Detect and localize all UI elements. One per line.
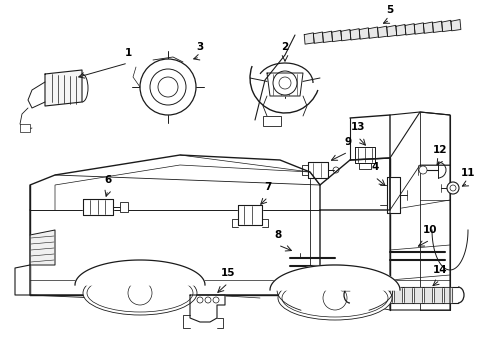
Polygon shape (83, 199, 113, 215)
Polygon shape (367, 27, 378, 38)
Polygon shape (389, 112, 449, 310)
Polygon shape (441, 20, 451, 32)
Text: 13: 13 (350, 122, 365, 132)
Circle shape (418, 166, 426, 174)
Text: 12: 12 (432, 145, 447, 155)
Bar (20, 124, 30, 132)
Polygon shape (363, 288, 371, 302)
Ellipse shape (83, 271, 197, 315)
Text: 3: 3 (196, 42, 203, 52)
Circle shape (140, 59, 196, 115)
Polygon shape (30, 210, 319, 295)
Polygon shape (75, 260, 204, 285)
Polygon shape (313, 32, 323, 43)
Polygon shape (30, 230, 55, 265)
Polygon shape (393, 288, 401, 302)
Polygon shape (354, 147, 374, 163)
Bar (120, 202, 128, 212)
Polygon shape (319, 158, 389, 210)
Text: 9: 9 (344, 137, 351, 147)
Circle shape (323, 286, 346, 310)
Polygon shape (432, 21, 442, 32)
Polygon shape (377, 26, 386, 37)
Polygon shape (340, 30, 350, 41)
Polygon shape (443, 288, 451, 302)
Text: 6: 6 (104, 175, 111, 185)
Text: 10: 10 (422, 225, 436, 235)
Circle shape (204, 297, 210, 303)
Polygon shape (433, 288, 441, 302)
Polygon shape (404, 24, 414, 35)
Polygon shape (403, 288, 411, 302)
Text: 11: 11 (460, 168, 474, 178)
Circle shape (158, 77, 178, 97)
Ellipse shape (278, 276, 391, 320)
Polygon shape (395, 24, 405, 36)
Polygon shape (238, 205, 262, 225)
Polygon shape (304, 33, 314, 44)
Bar (263, 116, 281, 126)
Polygon shape (269, 265, 399, 290)
Polygon shape (423, 288, 431, 302)
Polygon shape (349, 29, 359, 40)
Circle shape (197, 297, 203, 303)
Polygon shape (307, 162, 327, 178)
Polygon shape (373, 288, 381, 302)
Polygon shape (349, 115, 389, 160)
Polygon shape (45, 70, 82, 106)
Polygon shape (353, 288, 361, 302)
Circle shape (272, 71, 296, 95)
Text: 15: 15 (220, 268, 235, 278)
Text: 4: 4 (370, 162, 378, 172)
Polygon shape (266, 73, 303, 96)
Polygon shape (386, 177, 399, 213)
Polygon shape (383, 288, 391, 302)
Polygon shape (358, 163, 370, 169)
Polygon shape (413, 288, 421, 302)
Polygon shape (322, 31, 332, 42)
Text: 14: 14 (432, 265, 447, 275)
Polygon shape (386, 25, 396, 37)
Text: 2: 2 (281, 42, 288, 52)
Circle shape (446, 182, 458, 194)
Polygon shape (423, 22, 432, 33)
Text: 8: 8 (274, 230, 281, 240)
Polygon shape (450, 19, 460, 31)
Polygon shape (190, 295, 224, 322)
Polygon shape (15, 265, 30, 295)
Text: 7: 7 (264, 182, 271, 192)
Polygon shape (30, 155, 319, 210)
Text: 1: 1 (124, 48, 131, 58)
Circle shape (128, 281, 152, 305)
Polygon shape (359, 28, 368, 39)
Polygon shape (413, 23, 423, 34)
Text: 5: 5 (386, 5, 393, 15)
Polygon shape (331, 30, 341, 42)
Circle shape (213, 297, 219, 303)
